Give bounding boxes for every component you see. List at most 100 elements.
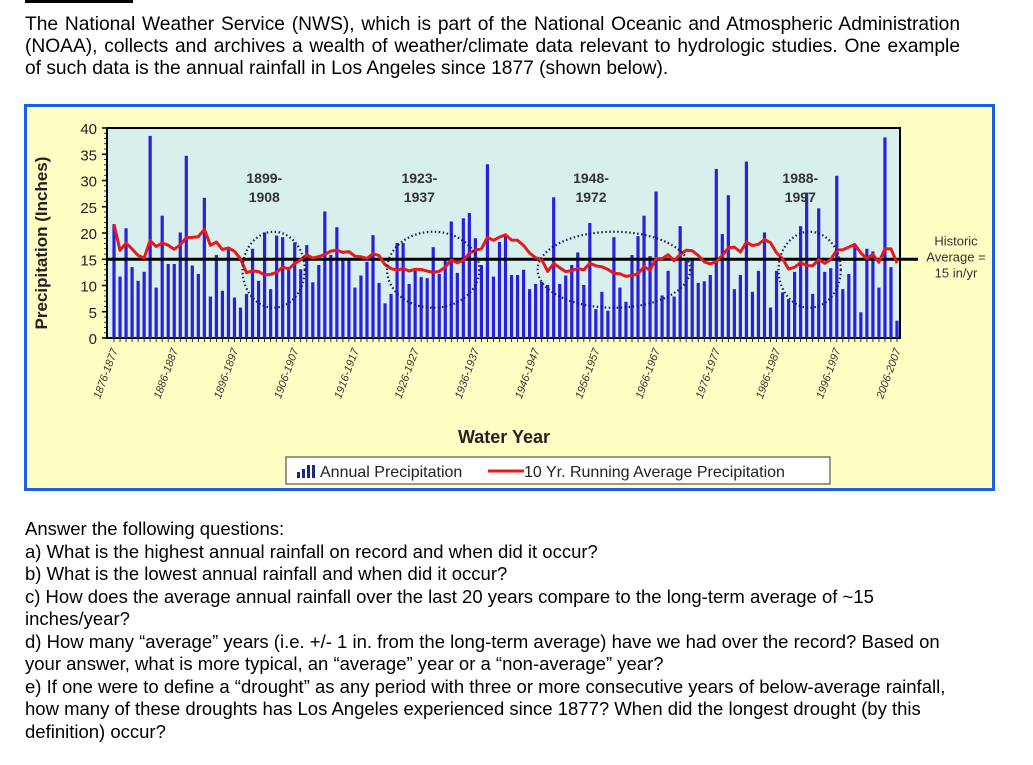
precipitation-bar [118,276,122,338]
precipitation-bar [811,293,815,338]
drought-period-circle [241,230,306,309]
y-tick-label: 30 [80,174,97,191]
drought-period-label: 1923- [401,170,437,186]
precipitation-bar [702,281,706,338]
precipitation-bar [190,265,194,338]
y-tick-label: 35 [80,147,97,164]
x-tick-label: 1966-1967 [634,346,664,400]
precipitation-bar [515,275,520,338]
precipitation-bar [202,197,206,338]
precipitation-bar [756,270,761,338]
drought-period-label: 1937 [404,189,435,205]
precipitation-bar [389,293,393,338]
legend-box [285,456,831,485]
precipitation-bar [407,283,411,338]
precipitation-bar [762,232,767,338]
precipitation-bar [792,271,797,338]
legend: Annual Precipitation 10 Yr. Running Avera… [285,456,831,485]
precipitation-bar [479,265,484,338]
precipitation-bar [166,263,170,338]
drought-period-label: 1972 [575,189,606,205]
precipitation-bar [359,275,363,338]
historic-average-label: Historic [934,233,978,248]
x-tick-label: 1946-1947 [513,346,543,400]
x-tick-label: 1916-1917 [332,346,362,400]
precipitation-bar [606,310,610,338]
plot-area [106,127,901,339]
precipitation-bar [353,287,357,338]
x-tick-label: 1986-1987 [754,346,784,400]
precipitation-bar [443,259,447,338]
precipitation-bar [540,281,544,338]
precipitation-bar [503,236,508,338]
precipitation-bar [799,226,803,338]
y-tick-label: 25 [80,200,97,217]
precipitation-bar [594,309,598,338]
precipitation-bar [287,267,291,338]
y-tick-label: 15 [80,252,97,269]
question-e: e) If one were to define a “drought” as … [25,675,946,742]
precipitation-bar [172,263,176,338]
precipitation-bar [588,223,592,338]
precipitation-bar [377,282,381,338]
precipitation-bar [527,289,532,338]
precipitation-bar [750,291,755,338]
precipitation-bar [829,268,833,338]
precipitation-bar [642,215,646,338]
precipitation-bar [262,232,267,338]
precipitation-bar [546,284,550,338]
running-average-line [112,223,899,278]
question-b: b) What is the lowest annual rainfall an… [25,563,508,584]
precipitation-bar [250,248,255,338]
precipitation-bar [244,293,249,338]
precipitation-bar [473,238,477,338]
x-tick-label: 1906-1907 [272,346,302,400]
precipitation-bar [214,255,219,338]
question-a: a) What is the highest annual rainfall o… [25,540,598,562]
precipitation-bar [311,282,315,338]
precipitation-bar [365,261,369,338]
precipitation-bar [335,227,339,338]
precipitation-bar [184,155,188,338]
x-tick-label: 1896-1897 [212,346,242,400]
precipitation-bar [847,273,851,338]
drought-period-label: 1988- [782,170,818,186]
precipitation-bar [835,175,839,338]
precipitation-bar [738,275,742,338]
precipitation-bar [401,242,405,338]
precipitation-bar [786,299,791,338]
precipitation-bar [744,161,749,338]
drought-period-label: 1997 [785,189,816,205]
precipitation-bar [449,221,453,338]
precipitation-bar [630,255,634,338]
drought-period-label: 1908 [249,189,280,205]
precipitation-bar [148,135,152,338]
y-tick-label: 10 [80,279,97,296]
precipitation-bar [281,237,285,338]
precipitation-bar [684,259,688,338]
precipitation-bar [419,277,423,338]
historic-average-label: Average = [926,249,985,264]
y-tick-label: 40 [80,121,97,138]
precipitation-bar [823,271,827,338]
precipitation-bar [431,247,435,338]
precipitation-bar [305,245,309,338]
precipitation-bar [160,215,164,338]
precipitation-bar [696,282,700,338]
precipitation-bar [612,237,616,338]
precipitation-bar [564,275,568,338]
precipitation-bar [889,267,893,338]
precipitation-bar [130,267,134,338]
y-axis-label: Precipitation (Inches) [32,157,51,330]
precipitation-bar [871,251,875,338]
drought-period-circle [385,230,481,309]
drought-period-circle [536,230,692,309]
precipitation-bar [865,248,869,338]
precipitation-bar [238,307,243,338]
precipitation-bar [859,312,863,338]
precipitation-bar [841,289,845,338]
precipitation-bar [497,241,502,338]
precipitation-bar [437,273,441,338]
precipitation-bar [521,269,526,338]
precipitation-bar [654,191,658,338]
